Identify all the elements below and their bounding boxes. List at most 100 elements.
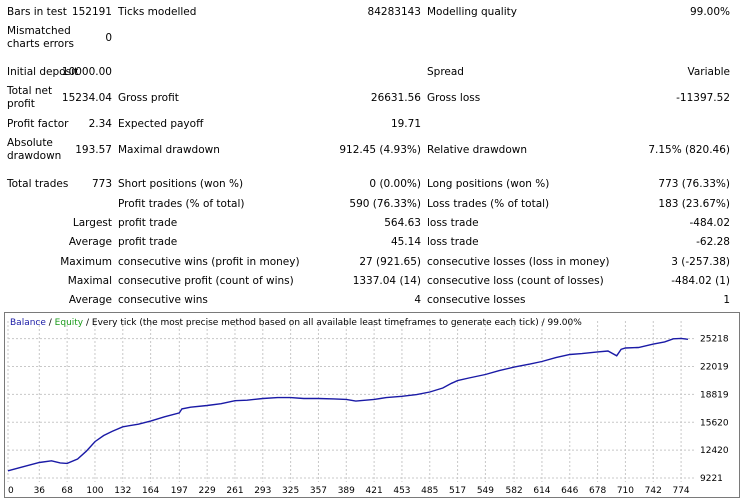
ltrades-label: Loss trades (% of total)	[427, 198, 550, 210]
pf-value: 2.34	[88, 118, 112, 130]
maxdd-value: 912.45 (4.93%)	[339, 144, 421, 156]
average-loss-value: -62.28	[696, 236, 730, 248]
x-tick-label: 100	[86, 486, 103, 496]
x-tick-label: 453	[393, 486, 410, 496]
balance-graph: 0 36 68 100 132 164 197 229 261 293 325 357 389 421 45…	[4, 312, 740, 498]
avgcons-losses-value: 1	[723, 294, 730, 306]
maximal-profit-value: 1337.04 (14)	[352, 275, 421, 287]
reldd-label: Relative drawdown	[427, 144, 528, 156]
max-losses-label: consecutive losses (loss in money)	[427, 256, 610, 268]
largest-profit-label: profit trade	[118, 217, 178, 229]
legend-equity: Equity	[54, 318, 84, 328]
balance-chart: 0 36 68 100 132 164 197 229 261 293 325 357 389 421 45…	[7, 321, 729, 496]
largest-profit-value: 564.63	[384, 217, 421, 229]
x-tick-label: 325	[282, 486, 299, 496]
long-value: 773 (76.33%)	[658, 178, 730, 190]
x-tick-label: 261	[226, 486, 243, 496]
avgcons-losses-label: consecutive losses	[427, 294, 526, 306]
short-label: Short positions (won %)	[118, 178, 244, 190]
x-tick-label: 197	[171, 486, 188, 496]
average-profit-value: 45.14	[390, 236, 421, 248]
balance-line	[7, 337, 689, 472]
max-losses-value: 3 (-257.38)	[671, 256, 730, 268]
maximum-label: Maximum	[60, 256, 112, 268]
trades-label: Total trades	[7, 178, 69, 190]
x-tick-label: 421	[366, 486, 383, 496]
payoff-label: Expected payoff	[118, 118, 204, 130]
y-tick-label: 15620	[700, 418, 729, 428]
graph-legend: Balance / Equity / Every tick (the most …	[10, 318, 582, 328]
max-wins-value: 27 (921.65)	[359, 256, 421, 268]
legend-sep: /	[45, 318, 55, 328]
x-tick-label: 389	[338, 486, 355, 496]
y-tick-label: 25218	[700, 335, 729, 345]
x-tick-label: 582	[506, 486, 523, 496]
grossprofit-label: Gross profit	[118, 92, 179, 104]
deposit-label: Initial deposit	[7, 66, 79, 78]
netprofit-value: 15234.04	[61, 92, 112, 104]
grossloss-value: -11397.52	[676, 92, 730, 104]
ticks-value: 84283143	[367, 6, 421, 18]
grossprofit-value: 26631.56	[370, 92, 421, 104]
x-tick-label: 646	[561, 486, 578, 496]
x-tick-label: 68	[61, 486, 73, 496]
absdd-value: 193.57	[75, 144, 112, 156]
ltrades-value: 183 (23.67%)	[658, 198, 730, 210]
ptrades-label: Profit trades (% of total)	[118, 198, 245, 210]
long-label: Long positions (won %)	[427, 178, 550, 190]
x-tick-label: 549	[477, 486, 494, 496]
spread-value: Variable	[687, 66, 730, 78]
absdd-label: Absolute drawdown	[7, 137, 62, 162]
x-tick-label: 36	[34, 486, 46, 496]
bars-value: 152191	[71, 6, 112, 18]
x-tick-label: 485	[421, 486, 438, 496]
payoff-value: 19.71	[390, 118, 421, 130]
largest-loss-value: -484.02	[689, 217, 730, 229]
x-tick-label: 229	[199, 486, 216, 496]
avgcons-wins-value: 4	[414, 294, 421, 306]
y-tick-label: 18819	[700, 390, 729, 400]
legend-balance: Balance	[10, 318, 46, 328]
x-tick-label: 0	[8, 486, 14, 496]
maximal-loss-label: consecutive loss (count of losses)	[427, 275, 604, 287]
x-tick-label: 293	[254, 486, 271, 496]
maxdd-label: Maximal drawdown	[118, 144, 220, 156]
trades-value: 773	[91, 178, 112, 190]
avgcons-label: Average	[68, 294, 112, 306]
maximal-profit-label: consecutive profit (count of wins)	[118, 275, 294, 287]
y-tick-label: 9221	[700, 474, 723, 484]
x-tick-label: 614	[533, 486, 550, 496]
avgcons-wins-label: consecutive wins	[118, 294, 208, 306]
x-tick-label: 678	[589, 486, 606, 496]
x-tick-label: 164	[142, 486, 159, 496]
reldd-value: 7.15% (820.46)	[648, 144, 730, 156]
average-label: Average	[68, 236, 112, 248]
largest-loss-label: loss trade	[427, 217, 479, 229]
bars-label: Bars in test	[7, 6, 67, 18]
x-tick-label: 357	[310, 486, 327, 496]
short-value: 0 (0.00%)	[369, 178, 421, 190]
max-wins-label: consecutive wins (profit in money)	[118, 256, 300, 268]
maximal-label: Maximal	[67, 275, 112, 287]
grossloss-label: Gross loss	[427, 92, 481, 104]
x-tick-label: 517	[449, 486, 466, 496]
x-tick-label: 774	[672, 486, 689, 496]
largest-label: Largest	[72, 217, 112, 229]
deposit-value: 10000.00	[61, 66, 112, 78]
y-tick-label: 12420	[700, 446, 729, 456]
average-profit-label: profit trade	[118, 236, 178, 248]
average-loss-label: loss trade	[427, 236, 479, 248]
pf-label: Profit factor	[7, 118, 69, 130]
spread-label: Spread	[427, 66, 464, 78]
legend-description: / Every tick (the most precise method ba…	[83, 318, 582, 328]
quality-label: Modelling quality	[427, 6, 517, 18]
ptrades-value: 590 (76.33%)	[349, 198, 421, 210]
x-tick-label: 710	[617, 486, 634, 496]
quality-value: 99.00%	[689, 6, 730, 18]
x-tick-label: 742	[645, 486, 662, 496]
x-tick-label: 132	[114, 486, 131, 496]
ticks-label: Ticks modelled	[118, 6, 197, 18]
y-tick-label: 22019	[700, 363, 729, 373]
maximal-loss-value: -484.02 (1)	[671, 275, 730, 287]
mismatch-value: 0	[105, 32, 112, 44]
